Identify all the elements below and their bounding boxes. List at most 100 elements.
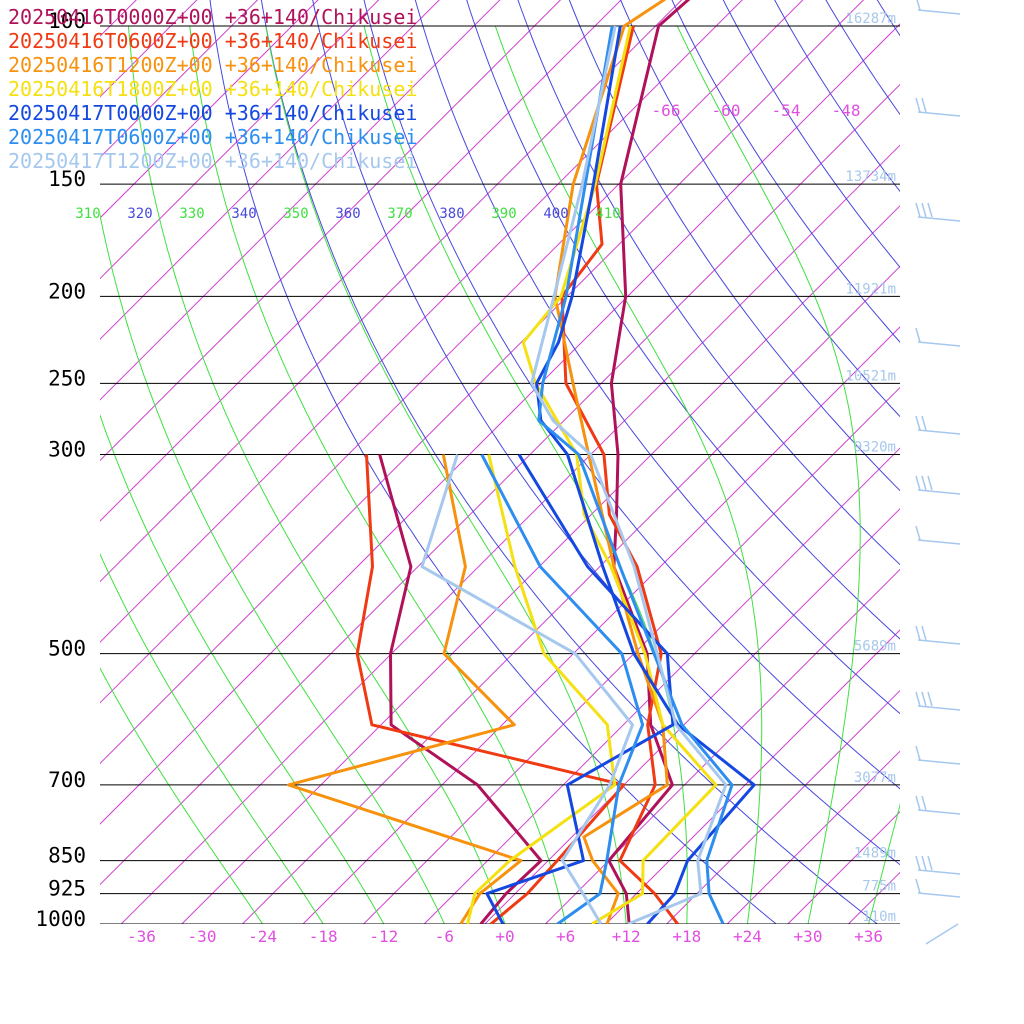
height-label: 13734m: [845, 169, 896, 185]
wind-barb-staff: [917, 9, 961, 15]
theta-label: 390: [491, 206, 516, 222]
pressure-label: 1000: [35, 907, 86, 931]
pressure-label: 200: [48, 279, 86, 303]
temperature-tick-label: -24: [248, 927, 277, 946]
pressure-label: 250: [48, 366, 86, 390]
isotherm-line: [100, 83, 900, 886]
legend-entry: 20250416T0600Z+00 +36+140/Chikusei: [8, 29, 417, 53]
wind-barb-staff: [917, 539, 961, 545]
wind-barb: [915, 97, 961, 117]
temperature-tick-label: +12: [612, 927, 641, 946]
legend-entry: 20250416T1200Z+00 +36+140/Chikusei: [8, 53, 417, 77]
isotherm-line: [605, 629, 900, 924]
wind-barb-staff: [917, 759, 961, 765]
theta-label: 320: [127, 206, 152, 222]
top-temperature-label: -60: [712, 101, 741, 120]
pressure-label: 150: [48, 167, 86, 191]
dewpoint-line: [480, 453, 645, 924]
legend-entry: 20250416T0000Z+00 +36+140/Chikusei: [8, 5, 417, 29]
legend-entry: 20250417T0600Z+00 +36+140/Chikusei: [8, 125, 417, 149]
temperature-line: [521, 25, 718, 924]
wind-barb-flag: [915, 202, 921, 218]
temperature-tick-label: +18: [672, 927, 701, 946]
pressure-label: 300: [48, 437, 86, 461]
wind-barb: [915, 327, 961, 347]
isotherm-line: [100, 0, 440, 340]
wind-barb-staff: [917, 809, 961, 815]
legend-entry: 20250416T1800Z+00 +36+140/Chikusei: [8, 77, 417, 101]
moist-adiabat-line: [868, 802, 900, 924]
isotherm-line: [100, 0, 259, 159]
dry-adiabat-line: [722, 0, 900, 268]
wind-barb-flag: [927, 691, 933, 707]
moist-adiabat-line: [494, 25, 763, 924]
height-labels: 16287m 13734m 11921m 10521m 9320m 5689m 3077m 1…: [845, 11, 896, 925]
wind-barb: [916, 0, 961, 15]
wind-barb-flag: [915, 415, 921, 431]
dry-adiabat-line: [620, 0, 900, 418]
height-label: 5689m: [854, 639, 896, 655]
dry-adiabat-line: [363, 0, 900, 790]
isotherm-line: [100, 0, 319, 219]
isotherm-line: [100, 0, 683, 583]
theta-label: 350: [283, 206, 308, 222]
isotherm-line: [100, 23, 900, 825]
theta-label: 330: [179, 206, 204, 222]
wind-barb-staff: [917, 892, 961, 898]
wind-barb-flag: [915, 855, 921, 871]
wind-barb-flag: [915, 878, 921, 894]
dry-adiabat-line: [517, 0, 900, 566]
wind-barb-flag: [921, 795, 927, 811]
isotherm-line: [666, 689, 900, 924]
sounding-series: [287, 0, 756, 924]
wind-barb: [915, 855, 961, 875]
legend-entry: 20250417T1200Z+00 +36+140/Chikusei: [8, 149, 417, 173]
wind-barb-flag: [921, 625, 927, 641]
wind-barb: [915, 795, 961, 815]
dewpoint-line: [378, 454, 543, 924]
pressure-labels: 100 150 200 250 300 500 700 850 925 1000: [35, 9, 86, 931]
wind-barb: [915, 202, 961, 222]
theta-label: 360: [335, 206, 360, 222]
isotherm-line: [909, 0, 1024, 924]
dry-adiabat-line: [414, 0, 900, 715]
temperature-tick-label: +0: [495, 927, 514, 946]
wind-barb-flag: [915, 795, 921, 811]
theta-label: 340: [231, 206, 256, 222]
height-label: 3077m: [854, 770, 896, 786]
pressure-label: 925: [48, 877, 86, 901]
wind-barb: [925, 923, 959, 945]
dewpoint-line: [287, 454, 523, 924]
isotherm-line: [100, 0, 562, 462]
dry-adiabat-line: [774, 0, 900, 193]
top-temperature-label: -54: [772, 101, 801, 120]
theta-label: 310: [75, 206, 100, 222]
wind-barb-flag: [927, 202, 933, 218]
wind-barb-flag: [915, 625, 921, 641]
wind-barb-flag: [915, 745, 921, 761]
wind-barb-staff: [917, 705, 961, 711]
isotherm-line: [545, 568, 900, 924]
temperature-tick-label: +24: [733, 927, 762, 946]
wind-barb-flag: [921, 475, 927, 491]
temperature-tick-label: +30: [794, 927, 823, 946]
top-temperature-labels: -66 -60 -54 -48: [652, 101, 861, 120]
wind-barbs: [915, 0, 961, 945]
dry-adiabat-line: [466, 0, 900, 640]
height-label: 775m: [862, 879, 896, 895]
isotherm-line: [100, 0, 865, 765]
height-label: 16287m: [845, 11, 896, 27]
dry-adiabat-line: [312, 0, 900, 866]
dewpoint-line: [466, 454, 617, 924]
wind-barb-flag: [915, 327, 921, 343]
isotherm-line: [100, 0, 137, 37]
wind-barb-flag: [915, 691, 921, 707]
temperature-tick-label: -30: [188, 927, 217, 946]
isobar-lines: [100, 25, 900, 924]
temperature-line: [530, 25, 728, 924]
pressure-label: 850: [48, 844, 86, 868]
dewpoint-line: [355, 454, 626, 924]
temperature-tick-label: -18: [309, 927, 338, 946]
isotherm-line: [242, 265, 900, 924]
